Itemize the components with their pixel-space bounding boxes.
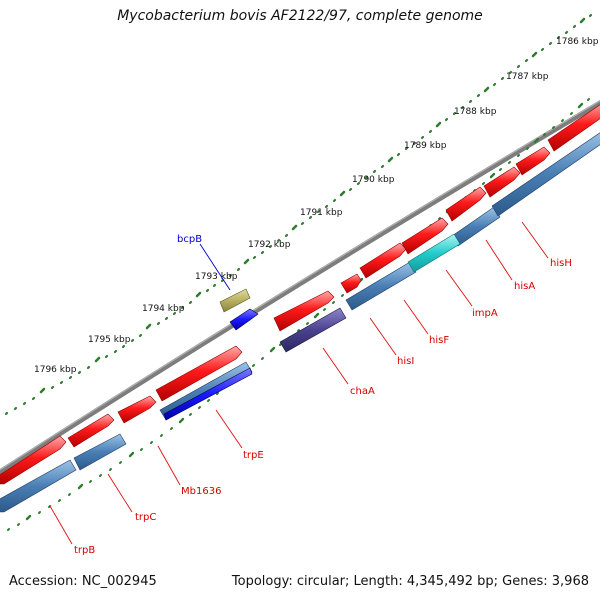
label-leader-bcpB bbox=[199, 243, 231, 291]
gene-feature[interactable] bbox=[445, 186, 487, 222]
gene-label-hisF[interactable]: hisF bbox=[429, 335, 449, 346]
gene-feature[interactable] bbox=[483, 166, 521, 198]
gene-label-chaA[interactable]: chaA bbox=[350, 386, 375, 397]
gene-label-trpC[interactable]: trpC bbox=[135, 512, 156, 523]
gene-feature[interactable] bbox=[359, 242, 407, 279]
gene-label-trpE[interactable]: trpE bbox=[243, 450, 264, 461]
kbp-label: 1796 kbp bbox=[34, 365, 77, 375]
gene-label-trpB[interactable]: trpB bbox=[74, 545, 95, 556]
kbp-label: 1788 kbp bbox=[454, 107, 497, 117]
gene-feature[interactable] bbox=[407, 233, 461, 273]
forward-strand-genes bbox=[0, 102, 600, 485]
kbp-label: 1793 kbp bbox=[195, 272, 238, 282]
kbp-label: 1786 kbp bbox=[556, 37, 599, 47]
kbp-labels: 1786 kbp 1787 kbp 1788 kbp 1789 kbp 1790… bbox=[34, 37, 599, 375]
outer-tick-ring bbox=[4, 13, 593, 416]
gene-label-hisH[interactable]: hisH bbox=[550, 258, 572, 269]
genome-backbone bbox=[0, 100, 600, 475]
gene-feature[interactable] bbox=[163, 367, 253, 421]
kbp-label: 1795 kbp bbox=[88, 335, 131, 345]
gene-label-impA[interactable]: impA bbox=[472, 308, 498, 319]
label-leaders bbox=[49, 221, 549, 545]
gene-feature[interactable] bbox=[491, 130, 600, 217]
gene-feature[interactable] bbox=[73, 433, 127, 471]
gene-feature[interactable] bbox=[155, 345, 243, 402]
gene-label-Mb1636[interactable]: Mb1636 bbox=[181, 486, 221, 497]
gene-feature[interactable] bbox=[279, 307, 347, 353]
gene-feature[interactable] bbox=[401, 217, 449, 255]
kbp-label: 1790 kbp bbox=[352, 175, 395, 185]
kbp-label: 1789 kbp bbox=[404, 141, 447, 151]
gene-labels: hisH hisA impA hisF hisI chaA trpE Mb163… bbox=[74, 234, 572, 556]
gene-label-bcpB[interactable]: bcpB bbox=[177, 234, 202, 245]
gene-feature[interactable] bbox=[340, 273, 362, 294]
gene-feature[interactable] bbox=[0, 459, 77, 513]
gene-label-hisI[interactable]: hisI bbox=[397, 356, 414, 367]
kbp-label: 1787 kbp bbox=[506, 72, 549, 82]
gene-feature[interactable] bbox=[67, 413, 115, 448]
gene-feature[interactable] bbox=[0, 435, 67, 485]
gene-label-hisA[interactable]: hisA bbox=[514, 281, 535, 292]
gene-feature[interactable] bbox=[515, 146, 551, 176]
gene-feature[interactable] bbox=[345, 261, 417, 311]
gene-feature[interactable] bbox=[229, 308, 259, 331]
gene-feature[interactable] bbox=[273, 290, 335, 332]
accession-text: Accession: NC_002945 bbox=[9, 574, 157, 589]
map-title: Mycobacterium bovis AF2122/97, complete … bbox=[117, 8, 483, 24]
kbp-label: 1794 kbp bbox=[142, 304, 185, 314]
genome-stats-text: Topology: circular; Length: 4,345,492 bp… bbox=[231, 574, 589, 589]
gene-feature[interactable] bbox=[117, 395, 157, 424]
gene-feature[interactable] bbox=[547, 102, 600, 152]
reverse-strand-genes bbox=[0, 130, 600, 513]
gene-feature-bcpB[interactable] bbox=[219, 288, 251, 313]
kbp-label: 1791 kbp bbox=[300, 208, 343, 218]
kbp-label: 1792 kbp bbox=[248, 240, 291, 250]
